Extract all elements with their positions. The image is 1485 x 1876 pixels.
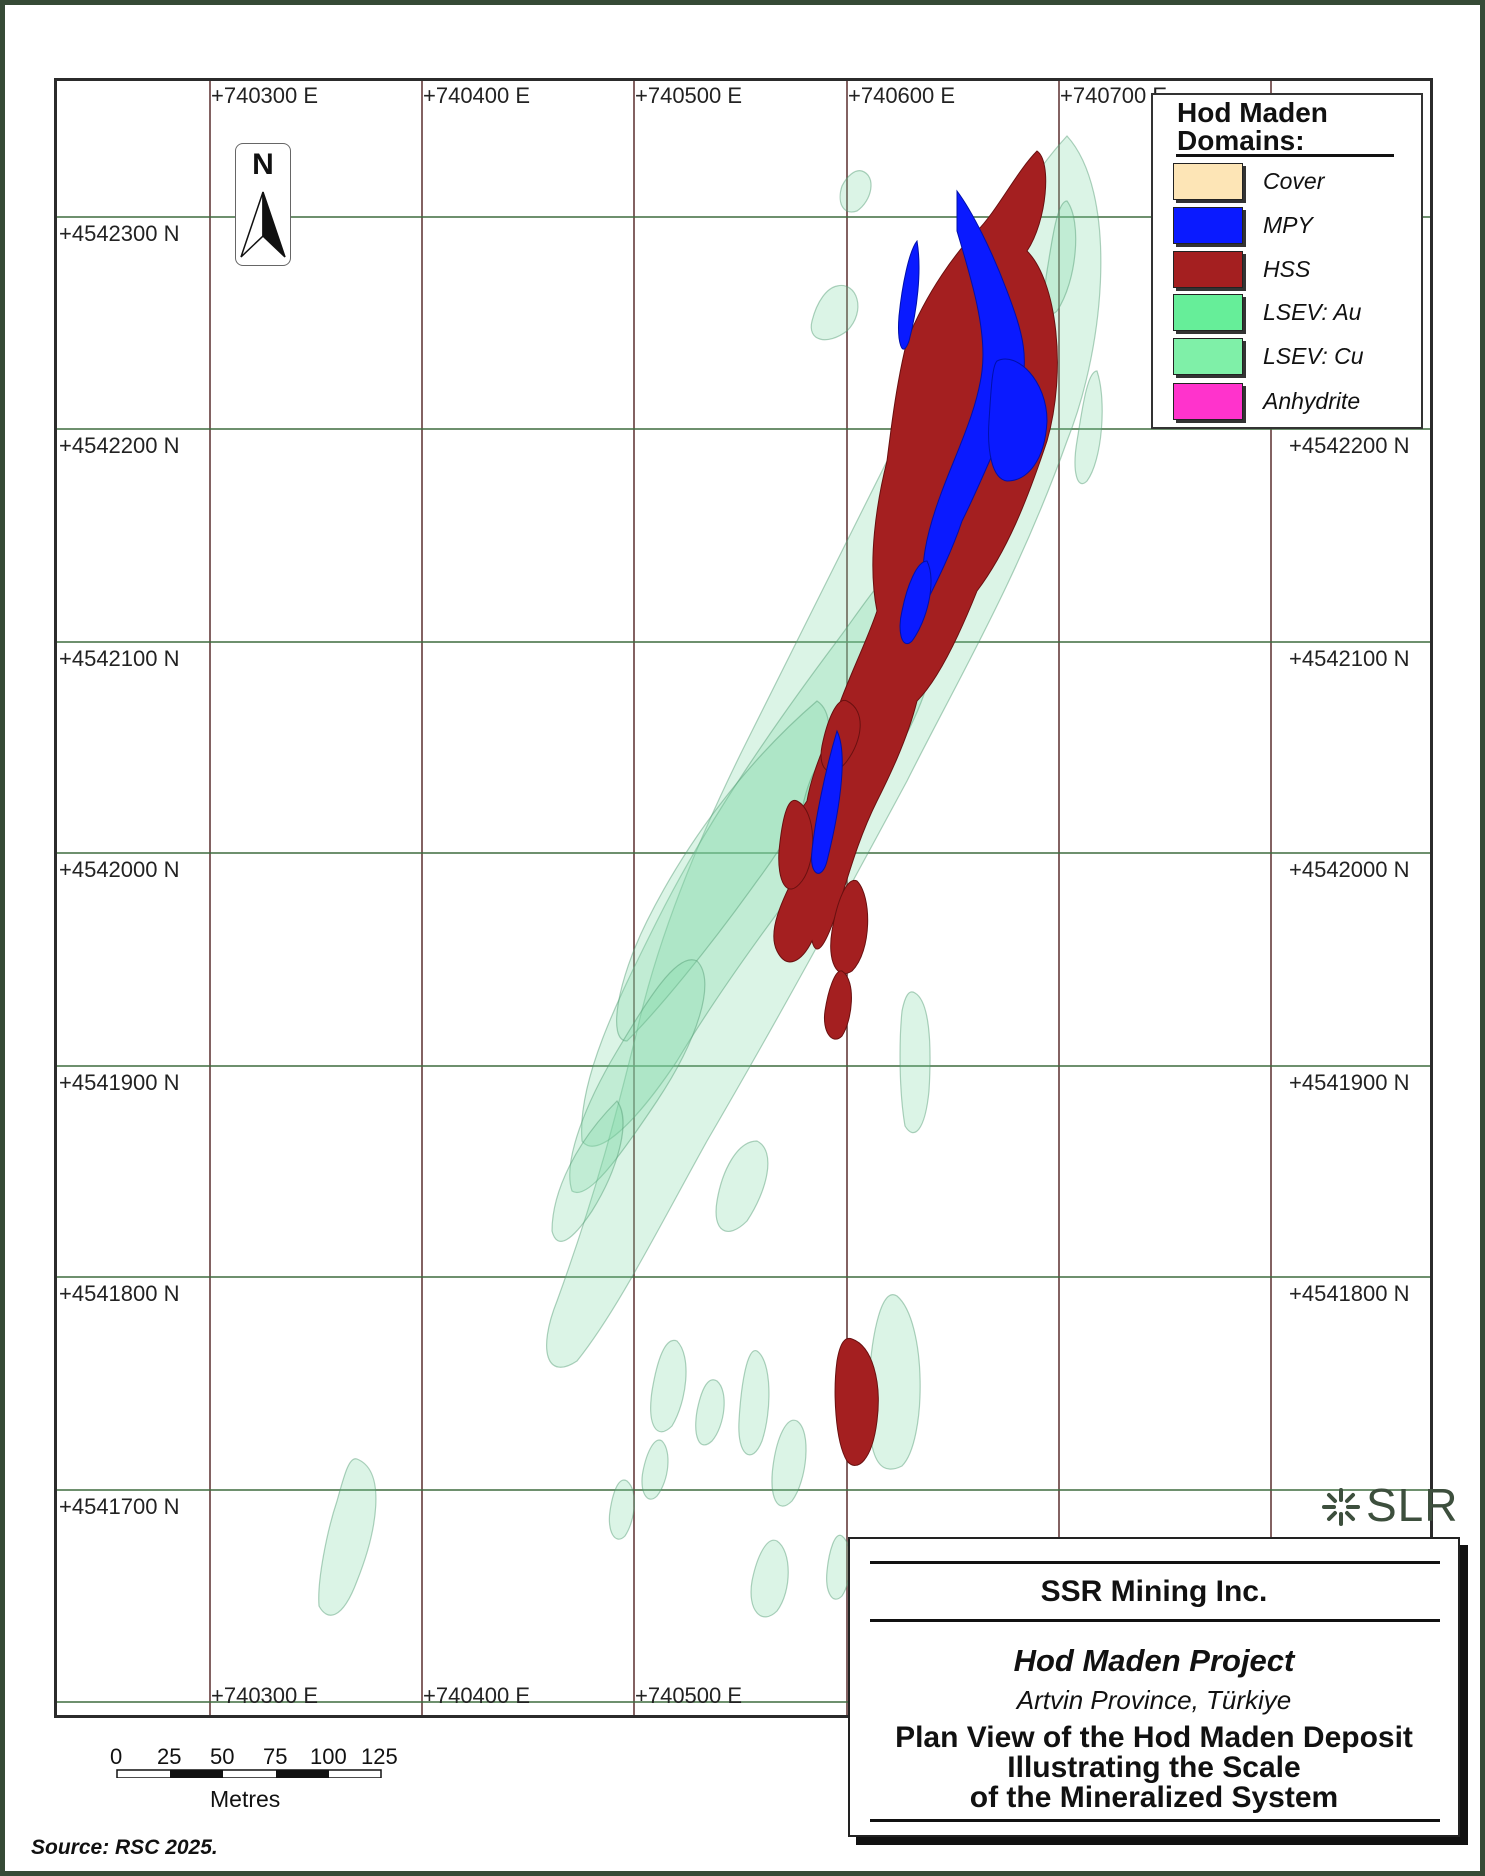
northing-label-right: +4541900 N: [1289, 1070, 1410, 1095]
legend-item-lsev-cu: LSEV: Cu: [1173, 338, 1413, 376]
legend-title-underline: [1176, 154, 1394, 157]
legend-title: Hod Maden Domains:: [1177, 99, 1328, 155]
northing-label-left: +4542000 N: [59, 857, 180, 882]
scale-tick-label: 75: [263, 1744, 288, 1769]
north-arrow: N: [235, 143, 291, 266]
figure-title-line1: Plan View of the Hod Maden Deposit: [895, 1721, 1413, 1754]
northing-label-left: +4541700 N: [59, 1494, 180, 1519]
easting-label-top: +740400 E: [423, 83, 531, 108]
easting-label-top: +740500 E: [635, 83, 743, 108]
map-legend: Hod Maden Domains: Cover MPY HSS LSEV: A…: [1151, 93, 1423, 429]
legend-item-mpy: MPY: [1173, 207, 1413, 245]
northing-label-left: +4541900 N: [59, 1070, 180, 1095]
plan-map[interactable]: +740300 E +740400 E +740500 E +740600 E …: [54, 78, 1433, 1718]
easting-label-top: +740600 E: [848, 83, 956, 108]
scale-tick-label: 125: [361, 1744, 398, 1769]
legend-swatch-cover: [1173, 163, 1243, 200]
scale-unit: Metres: [210, 1786, 281, 1812]
legend-item-lsev-au: LSEV: Au: [1173, 294, 1413, 332]
legend-swatch-anhydrite: [1173, 383, 1243, 420]
easting-label-bottom: +740500 E: [635, 1683, 743, 1708]
northing-label-right: +4541800 N: [1289, 1281, 1410, 1306]
project-location: Artvin Province, Türkiye: [1016, 1685, 1292, 1715]
easting-label-bottom: +740400 E: [423, 1683, 531, 1708]
legend-label-lsev-cu: LSEV: Cu: [1263, 343, 1364, 369]
easting-label-top: +740700 E: [1060, 83, 1168, 108]
source-note: Source: RSC 2025.: [31, 1836, 218, 1859]
legend-swatch-lsev-cu: [1173, 338, 1243, 375]
project-name: Hod Maden Project: [1013, 1643, 1295, 1678]
legend-title-line1: Hod Maden: [1177, 97, 1328, 128]
slr-logo-text: SLR: [1366, 1479, 1459, 1531]
north-arrow-icon: [240, 191, 286, 258]
legend-label-lsev-au: LSEV: Au: [1263, 299, 1362, 325]
title-rule: [870, 1819, 1440, 1822]
legend-label-hss: HSS: [1263, 256, 1311, 282]
northing-label-left: +4541800 N: [59, 1281, 180, 1306]
title-block-box: SSR Mining Inc. Hod Maden Project Artvin…: [848, 1537, 1460, 1837]
title-rule: [870, 1561, 1440, 1564]
legend-label-cover: Cover: [1263, 168, 1325, 194]
easting-label-top: +740300 E: [211, 83, 319, 108]
legend-item-cover: Cover: [1173, 163, 1413, 201]
figure-title-line2: Illustrating the Scale: [1007, 1751, 1301, 1784]
scale-tick-label: 0: [110, 1744, 123, 1769]
legend-title-line2: Domains:: [1177, 125, 1305, 156]
scale-tick-label: 25: [157, 1744, 182, 1769]
figure-title-line3: of the Mineralized System: [969, 1781, 1339, 1814]
legend-swatch-mpy: [1173, 207, 1243, 244]
scale-tick-label: 50: [210, 1744, 235, 1769]
legend-label-anhydrite: Anhydrite: [1263, 388, 1361, 414]
company-name: SSR Mining Inc.: [1040, 1575, 1268, 1608]
figure-title: Plan View of the Hod Maden Deposit Illus…: [850, 1723, 1458, 1813]
title-rule: [870, 1619, 1440, 1622]
north-arrow-letter: N: [252, 148, 274, 181]
northing-label-left: +4542300 N: [59, 221, 180, 246]
title-block: SSR Mining Inc. Hod Maden Project Artvin…: [848, 1537, 1460, 1837]
legend-label-mpy: MPY: [1263, 212, 1313, 238]
legend-item-hss: HSS: [1173, 251, 1413, 289]
scale-tick-label: 100: [310, 1744, 347, 1769]
mpy-domain-shapes: [811, 189, 1048, 874]
legend-item-anhydrite: Anhydrite: [1173, 383, 1413, 421]
easting-label-bottom: +740300 E: [211, 1683, 319, 1708]
northing-label-right: +4542200 N: [1289, 433, 1410, 458]
scale-bar: [116, 1769, 382, 1778]
northing-label-left: +4542200 N: [59, 433, 180, 458]
northing-label-right: +4542000 N: [1289, 857, 1410, 882]
northing-label-right: +4542100 N: [1289, 646, 1410, 671]
northing-label-left: +4542100 N: [59, 646, 180, 671]
legend-swatch-lsev-au: [1173, 294, 1243, 331]
slr-star-icon: [1322, 1488, 1360, 1526]
legend-swatch-hss: [1173, 251, 1243, 288]
